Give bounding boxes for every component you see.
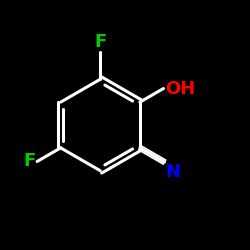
Text: F: F — [94, 33, 106, 51]
Text: OH: OH — [166, 80, 196, 98]
Text: F: F — [23, 152, 35, 170]
Text: N: N — [166, 163, 181, 181]
